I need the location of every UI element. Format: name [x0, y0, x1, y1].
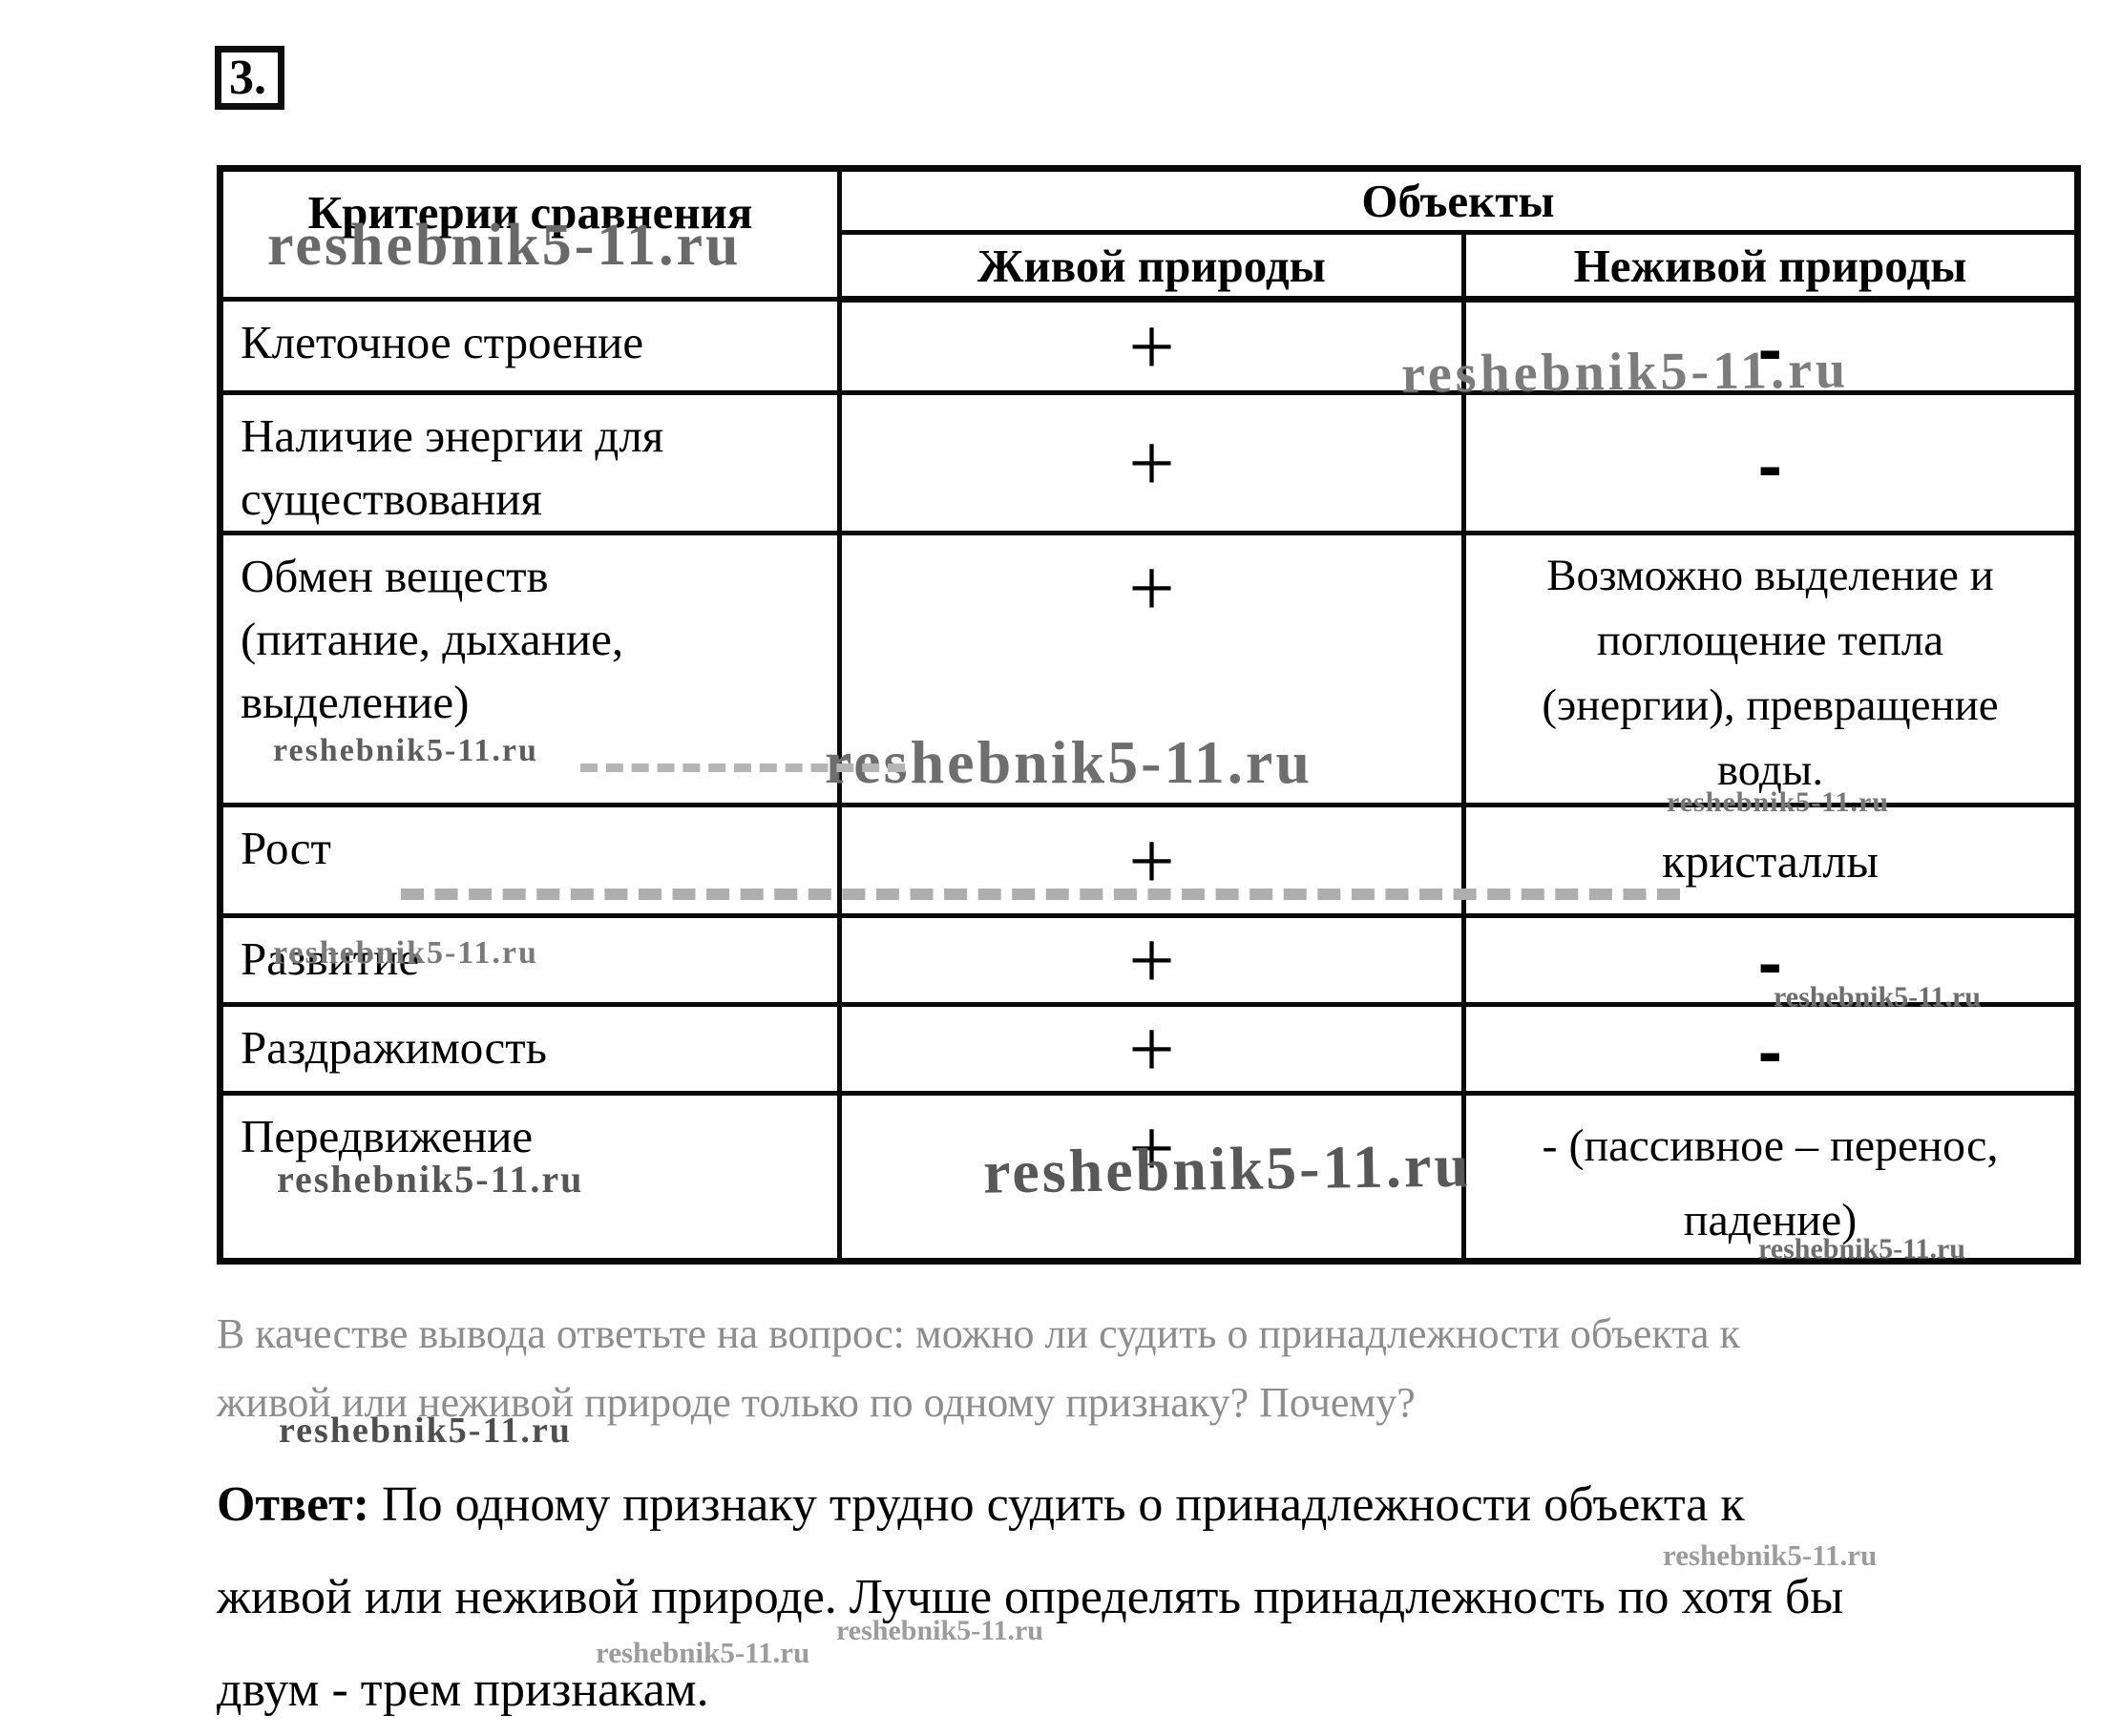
answer-line: Ответ: По одному признаку трудно судить …	[217, 1458, 2030, 1551]
header-nonliving: Неживой природы	[1461, 230, 2080, 303]
table-row: Клеточное строение + -	[218, 297, 2080, 395]
cell-criteria: Передвижение	[218, 1091, 842, 1264]
criteria-text: Наличие энергии для	[241, 409, 664, 462]
cell-living: +	[837, 390, 1466, 535]
comparison-table: Критерии сравнения Объекты Живой природы…	[217, 165, 2081, 1265]
header-living: Живой природы	[837, 230, 1466, 303]
watermark: reshebnik5-11.ru	[1667, 786, 1889, 818]
task-number-box: 3.	[215, 46, 284, 110]
cell-living: +	[837, 1091, 1466, 1264]
watermark: reshebnik5-11.ru	[1400, 340, 1850, 405]
criteria-text: Передвижение	[241, 1110, 534, 1162]
watermark: reshebnik5-11.ru	[836, 1615, 1043, 1646]
minus-mark: -	[1758, 299, 1782, 393]
minus-mark: -	[1758, 410, 1782, 515]
nonliving-text: поглощение тепла	[1596, 616, 1944, 665]
cell-criteria: Наличие энергии для существования	[218, 390, 842, 535]
watermark: reshebnik5-11.ru	[273, 935, 538, 971]
watermark: reshebnik5-11.ru	[825, 728, 1312, 796]
minus-mark: -	[1758, 1004, 1782, 1094]
table-row: Раздражимость + -	[218, 1002, 2080, 1096]
cell-nonliving: Возможно выделение и поглощение тепла (э…	[1461, 531, 2080, 807]
criteria-text: выделение)	[241, 676, 470, 728]
question-line: В качестве вывода ответьте на вопрос: мо…	[217, 1310, 1740, 1357]
watermark: reshebnik5-11.ru	[273, 733, 538, 768]
question-line: живой или неживой природе только по одно…	[217, 1379, 1416, 1426]
plus-mark: +	[1128, 301, 1175, 392]
question-text: В качестве вывода ответьте на вопрос: мо…	[217, 1300, 1897, 1437]
cell-criteria: Развитие	[218, 913, 842, 1007]
watermark: reshebnik5-11.ru	[1663, 1538, 1878, 1572]
watermark: reshebnik5-11.ru	[277, 1158, 584, 1201]
cell-living: +	[837, 531, 1466, 807]
watermark: reshebnik5-11.ru	[1774, 981, 1981, 1013]
watermark: reshebnik5-11.ru	[596, 1636, 810, 1669]
criteria-text: Клеточное строение	[241, 316, 644, 368]
answer-line: двум - трем признакам.	[217, 1663, 709, 1717]
table-row: Наличие энергии для существования + -	[218, 390, 2080, 535]
cell-nonliving: - (пассивное – перенос, падение)	[1461, 1091, 2080, 1264]
table-row: Передвижение + - (пассивное – перенос, п…	[218, 1091, 2080, 1264]
watermark: reshebnik5-11.ru	[267, 213, 742, 278]
table-subheader-row: Живой природы Неживой природы	[220, 230, 2080, 303]
plus-mark: +	[1128, 1102, 1175, 1194]
nonliving-text: (энергии), превращение	[1542, 680, 1999, 730]
cell-living: +	[837, 297, 1466, 395]
cell-nonliving: -	[1461, 1002, 2080, 1096]
plus-mark: +	[1128, 915, 1175, 1005]
cell-criteria: Раздражимость	[218, 1002, 842, 1096]
cell-living: +	[837, 913, 1466, 1007]
cell-nonliving: -	[1461, 390, 2080, 535]
header-criteria-label: Критерии сравнения	[307, 186, 753, 239]
nonliving-text: Возможно выделение и	[1546, 551, 1994, 600]
cell-nonliving: кристаллы	[1461, 803, 2080, 918]
plus-mark: +	[1128, 417, 1175, 509]
header-objects: Объекты	[837, 166, 2080, 235]
nonliving-text: кристаллы	[1662, 833, 1879, 888]
header-criteria: Критерии сравнения	[218, 166, 842, 302]
answer-text: Ответ: По одному признаку трудно судить …	[217, 1458, 2030, 1736]
watermark: reshebnik5-11.ru	[1758, 1233, 1965, 1265]
criteria-text: существования	[241, 472, 542, 525]
minus-mark: -	[1758, 915, 1782, 1005]
criteria-text: (питание, дыхание,	[241, 613, 624, 665]
plus-mark: +	[1128, 1004, 1175, 1094]
cell-criteria: Обмен веществ (питание, дыхание, выделен…	[218, 531, 842, 807]
table-row: Развитие + -	[218, 913, 2080, 1007]
cell-nonliving: -	[1461, 913, 2080, 1007]
answer-line-text: По одному признаку трудно судить о прина…	[382, 1477, 1745, 1532]
table-row: Обмен веществ (питание, дыхание, выделен…	[218, 531, 2080, 807]
plus-mark: +	[1128, 814, 1175, 907]
criteria-text: Раздражимость	[241, 1021, 547, 1074]
dashed-line	[401, 889, 1680, 900]
dashed-line	[580, 763, 905, 772]
nonliving-text: - (пассивное – перенос,	[1542, 1120, 1999, 1171]
answer-label: Ответ:	[217, 1477, 370, 1532]
criteria-text: Обмен веществ	[241, 550, 549, 602]
criteria-text: Рост	[241, 822, 331, 874]
answer-line: живой или неживой природе. Лучше определ…	[217, 1570, 1844, 1624]
nonliving-text: воды.	[1716, 745, 1824, 795]
cell-criteria: Клеточное строение	[218, 297, 842, 395]
nonliving-text: падение)	[1683, 1195, 1858, 1245]
task-number: 3.	[229, 51, 266, 105]
watermark: reshebnik5-11.ru	[982, 1131, 1472, 1206]
plus-mark: +	[1128, 542, 1175, 634]
table-header-row: Критерии сравнения Объекты	[218, 166, 2080, 302]
criteria-text: Развитие	[241, 932, 420, 985]
cell-nonliving: -	[1461, 297, 2080, 395]
cell-living: +	[837, 1002, 1466, 1096]
watermark: reshebnik5-11.ru	[279, 1411, 572, 1451]
